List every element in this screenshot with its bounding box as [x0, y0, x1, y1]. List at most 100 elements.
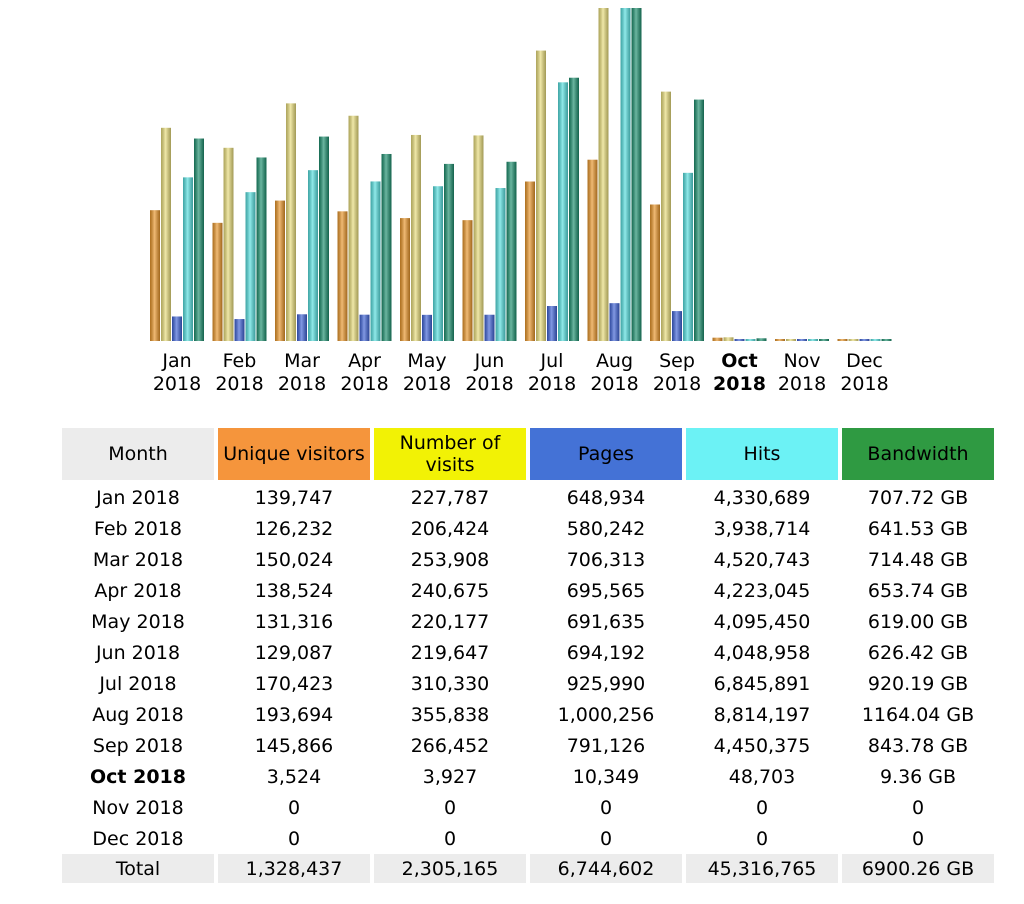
bar-shading [275, 200, 285, 341]
month-label-year: 2018 [777, 373, 827, 395]
total-value: 45,316,765 [686, 854, 838, 883]
month-label-apr: Apr 2018 [334, 350, 396, 396]
month-label-nov: Nov 2018 [771, 350, 833, 396]
month-label-name: Jun [474, 350, 505, 372]
bar-shading [150, 210, 160, 341]
value-cell: 355,838 [410, 703, 490, 726]
bar-shading [194, 138, 204, 341]
month-label-sep: Sep 2018 [646, 350, 708, 396]
month-label-year: 2018 [652, 373, 702, 395]
value-cell: 10,349 [572, 765, 640, 788]
value-cell: 1164.04 GB [861, 703, 975, 726]
value-cell: 240,675 [410, 579, 490, 602]
bar-shading [444, 163, 454, 341]
month-label-oct: Oct 2018 [709, 350, 771, 396]
bar-shading [484, 314, 495, 341]
month-cell: May 2018 [91, 610, 185, 633]
bar-shading [319, 136, 329, 341]
value-cell: 843.78 GB [867, 734, 969, 757]
value-cell: 4,450,375 [713, 734, 811, 757]
bar-shading [723, 337, 734, 341]
value-cell: 791,126 [566, 734, 646, 757]
bar-shading [650, 204, 660, 341]
bar-shading [359, 314, 370, 341]
value-cell: 129,087 [254, 641, 334, 664]
month-label-name: Aug [595, 350, 634, 372]
month-label-jul: Jul 2018 [521, 350, 583, 396]
bar-shading [234, 319, 245, 341]
month-label-may: May 2018 [396, 350, 458, 396]
bar-shading [558, 82, 568, 341]
month-label-year: 2018 [402, 373, 452, 395]
bar-shading [870, 339, 881, 341]
bar-shading [819, 339, 829, 341]
month-label-name: Feb [222, 350, 257, 372]
bar-shading [286, 103, 296, 342]
bar-shading [506, 161, 517, 341]
column-header-month: Month [62, 428, 214, 480]
value-cell: 0 [755, 796, 769, 819]
value-cell: 707.72 GB [867, 486, 969, 509]
value-cell: 4,330,689 [713, 486, 811, 509]
month-cell: Dec 2018 [92, 827, 184, 850]
value-cell: 0 [443, 827, 457, 850]
value-cell: 145,866 [254, 734, 334, 757]
month-label-year: 2018 [465, 373, 514, 395]
bar-shading [245, 192, 256, 341]
month-label-year: 2018 [590, 373, 639, 395]
value-cell: 694,192 [566, 641, 646, 664]
month-label-year: 2018 [277, 373, 327, 395]
value-cell: 0 [599, 796, 613, 819]
value-cell: 310,330 [410, 672, 490, 695]
bar-shading [348, 115, 359, 342]
table-row: Nov 2018 0 0 0 0 0 [62, 792, 994, 823]
bar-shading [433, 186, 443, 341]
value-cell: 580,242 [566, 517, 646, 540]
bar-shading [808, 339, 818, 341]
value-cell: 206,424 [410, 517, 490, 540]
value-cell: 266,452 [410, 734, 490, 757]
month-label-name: Apr [348, 350, 381, 372]
bar-shading [161, 127, 171, 341]
column-header-number-of-visits: Number of visits [374, 428, 526, 480]
bar-shading [473, 135, 484, 341]
bar-shading [661, 91, 671, 341]
table-row: May 2018 131,316 220,177 691,635 4,095,450 61… [62, 606, 994, 637]
total-value: 6,744,602 [530, 854, 682, 883]
month-label-name: Jul [540, 350, 564, 372]
bar-shading [734, 339, 745, 341]
month-label-name: Mar [284, 350, 320, 372]
monthly-history-chart [150, 8, 892, 342]
bar-shading [797, 339, 807, 341]
month-label-year: 2018 [713, 373, 766, 395]
value-cell: 227,787 [410, 486, 490, 509]
value-cell: 691,635 [566, 610, 646, 633]
month-cell: Sep 2018 [92, 734, 184, 757]
value-cell: 0 [911, 827, 925, 850]
table-header-row: Month Unique visitors Number of visits Page… [62, 428, 994, 480]
value-cell: 8,814,197 [713, 703, 811, 726]
bar-shading [631, 8, 642, 341]
value-cell: 126,232 [254, 517, 334, 540]
bar-shading [183, 177, 193, 341]
value-cell: 648,934 [566, 486, 646, 509]
bar-shading [569, 77, 579, 341]
value-cell: 139,747 [254, 486, 334, 509]
bar-shading [837, 339, 848, 341]
column-header-unique-visitors: Unique visitors [218, 428, 370, 480]
value-cell: 706,313 [566, 548, 646, 571]
total-value: 1,328,437 [218, 854, 370, 883]
value-cell: 4,095,450 [713, 610, 811, 633]
bar-shading [400, 218, 410, 341]
table-row: Sep 2018 145,866 266,452 791,126 4,450,375 84… [62, 730, 994, 761]
month-label-jan: Jan 2018 [146, 350, 208, 396]
bar-shading [256, 157, 267, 341]
table-row: Dec 2018 0 0 0 0 0 [62, 823, 994, 854]
bar-shading [745, 339, 756, 341]
month-label-aug: Aug 2018 [584, 350, 646, 396]
bar-shading [609, 303, 620, 341]
value-cell: 925,990 [566, 672, 646, 695]
month-cell: Mar 2018 [92, 548, 184, 571]
month-label-jun: Jun 2018 [459, 350, 521, 396]
bar-shading [881, 339, 892, 341]
